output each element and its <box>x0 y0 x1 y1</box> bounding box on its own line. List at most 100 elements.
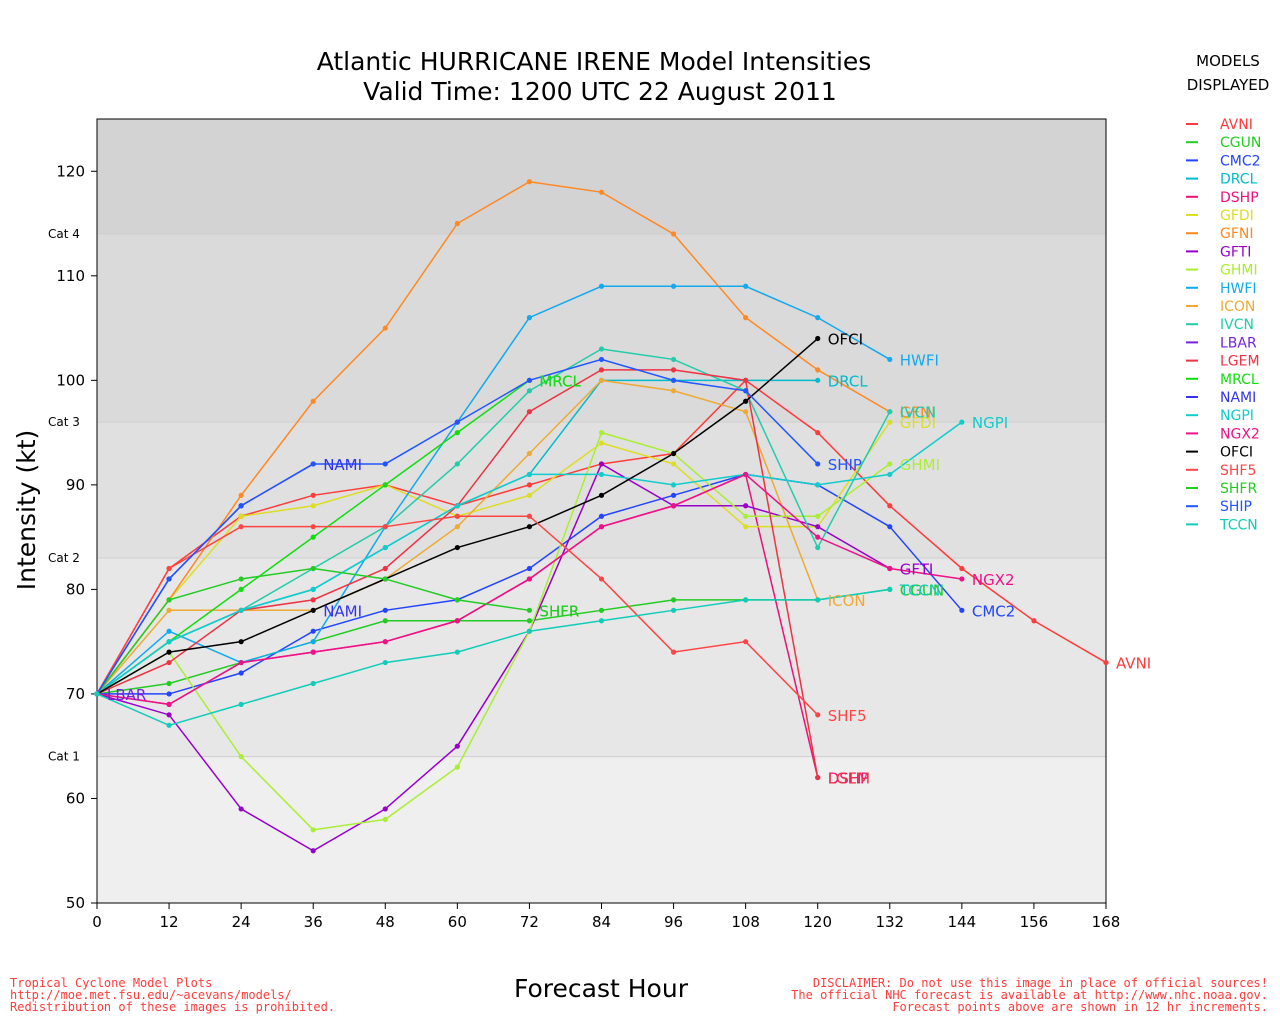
data-point <box>743 388 749 394</box>
data-point <box>670 503 677 509</box>
legend-label: CMC2 <box>1220 153 1261 169</box>
legend-label: NAMI <box>1220 390 1256 406</box>
data-point <box>526 388 533 394</box>
legend-label: NGX2 <box>1220 426 1260 442</box>
legend-item-gfni: GFNI <box>1186 226 1254 242</box>
data-point <box>670 482 677 488</box>
end-label-ofci: OFCI <box>828 331 863 349</box>
data-point <box>166 691 172 697</box>
x-tick-label: 48 <box>376 913 395 931</box>
end-label-shfr: SHFR <box>539 602 579 620</box>
footer-left-line-1: Tropical Cyclone Model Plots <box>10 976 212 990</box>
legend-label: DRCL <box>1220 172 1258 188</box>
data-point <box>310 503 316 509</box>
legend-item-ivcn: IVCN <box>1186 317 1254 333</box>
data-point <box>743 513 749 519</box>
x-tick-label: 24 <box>232 913 251 931</box>
data-point <box>743 398 749 404</box>
data-point <box>310 461 316 467</box>
data-point <box>526 565 533 572</box>
data-point <box>1031 618 1037 624</box>
data-point <box>959 565 965 572</box>
data-point <box>598 430 605 436</box>
data-point <box>887 565 893 572</box>
data-point <box>815 513 821 519</box>
y-tick-label: 100 <box>56 371 85 389</box>
data-point <box>454 764 460 770</box>
data-point <box>238 607 244 613</box>
legend-item-tccn: TCCN <box>1186 517 1258 533</box>
legend-label: NGPI <box>1220 408 1254 424</box>
data-point <box>598 607 605 613</box>
data-point <box>454 649 460 655</box>
data-point <box>382 524 388 530</box>
data-point <box>670 607 677 613</box>
data-point <box>526 179 533 185</box>
data-point <box>382 659 388 666</box>
data-point <box>526 482 533 488</box>
data-point <box>743 597 749 603</box>
data-point <box>815 315 821 321</box>
series-ngx2 <box>94 471 965 707</box>
end-label-cmc2: CMC2 <box>972 602 1015 620</box>
legend-item-ngpi: NGPI <box>1186 408 1254 424</box>
data-point <box>670 283 677 289</box>
data-point <box>454 419 460 425</box>
data-point <box>238 513 244 519</box>
data-point <box>382 816 388 822</box>
data-point <box>815 430 821 436</box>
legend-item-avni: AVNI <box>1186 117 1253 133</box>
end-label-ngx2: NGX2 <box>972 571 1015 589</box>
end-label-lbar: LBAR <box>107 686 146 704</box>
data-point <box>670 461 677 467</box>
legend: AVNI CGUN CMC2 DRCL DSHP GFDI GFNI GFTI GHMI HWFI… <box>1186 117 1261 533</box>
data-point <box>166 712 172 718</box>
series-line-gfdi <box>96 421 891 695</box>
end-label-lgem: LGEM <box>828 770 870 788</box>
data-point <box>670 231 677 237</box>
data-point <box>238 586 244 593</box>
end-label-tccn: TCCN <box>899 581 940 599</box>
end-label-avni: AVNI <box>1116 655 1151 673</box>
data-point <box>598 189 605 195</box>
data-point <box>166 639 172 645</box>
end-label-hwfi: HWFI <box>900 351 939 369</box>
legend-item-mrcl: MRCL <box>1186 372 1259 388</box>
data-point <box>743 524 749 530</box>
data-point <box>166 628 172 634</box>
legend-label: GFTI <box>1220 244 1251 260</box>
data-point <box>526 513 533 519</box>
data-point <box>598 283 605 289</box>
data-point <box>887 586 893 593</box>
x-tick-label: 36 <box>304 913 323 931</box>
footer-left-line-2: http://moe.met.fsu.edu/~acevans/models/ <box>10 988 292 1002</box>
legend-label: GFNI <box>1220 226 1254 242</box>
data-point <box>310 607 316 613</box>
data-point <box>382 806 388 812</box>
data-point <box>670 492 677 498</box>
data-point <box>815 461 821 467</box>
data-point <box>166 607 172 613</box>
data-point <box>887 461 893 467</box>
legend-label: ICON <box>1220 299 1255 315</box>
band-1 <box>97 558 1106 757</box>
data-point <box>887 503 893 509</box>
x-tick-label: 84 <box>592 913 611 931</box>
legend-label: MRCL <box>1220 372 1259 388</box>
x-axis-label: Forecast Hour <box>514 974 689 1003</box>
end-label-dshp: DSHP <box>828 770 869 788</box>
y-tick-label: 110 <box>56 267 85 285</box>
data-point <box>526 607 533 613</box>
legend-item-nami: NAMI <box>1186 390 1256 406</box>
data-point <box>598 471 605 478</box>
data-point <box>454 597 460 603</box>
y-tick-label: 80 <box>66 580 85 598</box>
data-point <box>310 680 316 687</box>
legend-item-drcl: DRCL <box>1186 172 1258 188</box>
legend-label: CGUN <box>1220 135 1261 151</box>
data-point <box>238 670 244 676</box>
legend-item-shf5: SHF5 <box>1186 463 1256 479</box>
x-tick-label: 108 <box>731 913 760 931</box>
data-point <box>238 492 244 498</box>
